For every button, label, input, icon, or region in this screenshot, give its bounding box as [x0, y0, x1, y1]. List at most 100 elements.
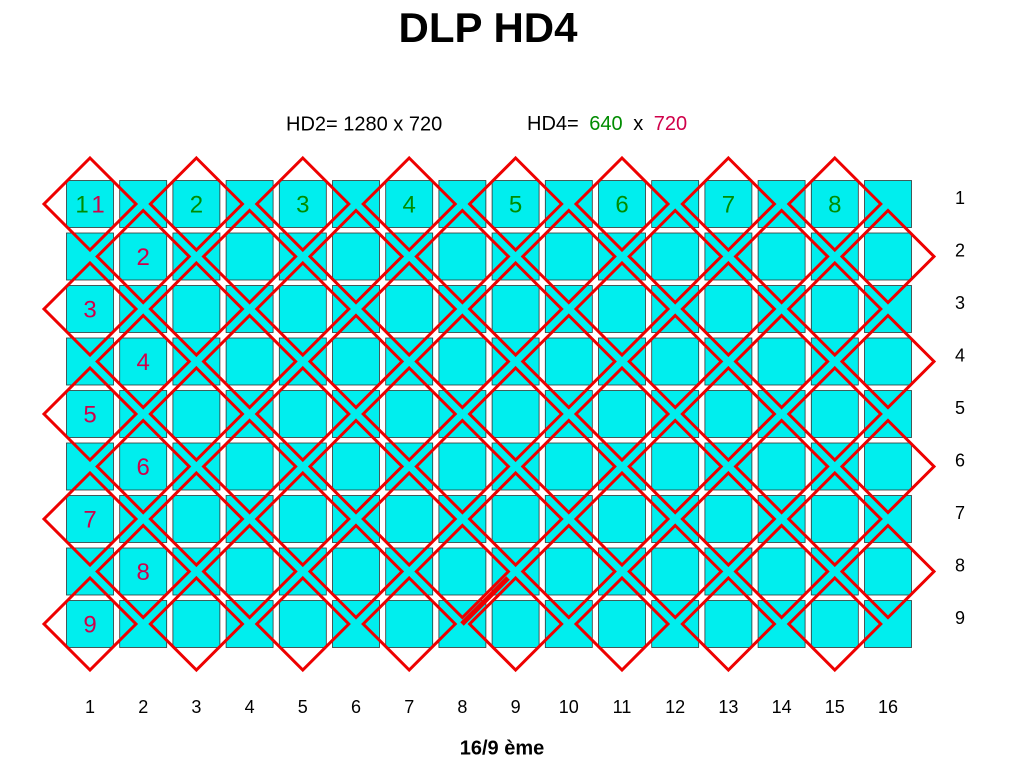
pixel [172, 285, 221, 333]
top-diamond-label: 8 [828, 191, 841, 218]
pixel [225, 442, 274, 491]
diamond [680, 260, 777, 358]
pixel [810, 180, 859, 228]
pixel [385, 442, 434, 491]
diamond [201, 523, 298, 620]
pixel [332, 442, 380, 491]
pixel [491, 390, 540, 438]
pixel [651, 180, 700, 228]
hd4-height: 720 [654, 113, 687, 135]
diamond [254, 260, 351, 358]
pixel [704, 390, 753, 438]
pixel [810, 285, 859, 333]
column-label: 11 [613, 697, 632, 717]
diamond [148, 365, 245, 463]
left-diamond-label: 8 [137, 559, 150, 586]
row-label: 6 [955, 450, 965, 470]
left-diamond-label: 1 [91, 191, 104, 218]
top-diamond-label: 5 [509, 191, 522, 218]
column-label: 2 [138, 697, 148, 717]
diamond [414, 208, 511, 305]
left-diamond-label: 9 [83, 611, 96, 638]
pixel [332, 547, 380, 596]
pixel [704, 442, 753, 491]
pixel [544, 285, 593, 333]
diamond [520, 523, 617, 620]
pixel [278, 442, 327, 491]
pixel [438, 337, 487, 386]
diamond [467, 470, 564, 568]
diamond [627, 523, 724, 620]
top-diamond-label: 7 [722, 191, 735, 218]
left-diamond-label: 7 [83, 506, 96, 533]
diamond [733, 313, 830, 410]
pixel [66, 232, 114, 281]
pixel [864, 390, 912, 438]
diamond [41, 575, 139, 673]
pixel [172, 600, 221, 648]
pixel [66, 547, 114, 596]
pixel [278, 232, 327, 281]
pixel [864, 495, 912, 543]
pixel [385, 337, 434, 386]
pixel [757, 547, 806, 596]
diamond [254, 365, 351, 463]
pixel [598, 232, 646, 281]
pixel [864, 337, 912, 386]
diamond [680, 575, 777, 673]
pixel [598, 442, 646, 491]
diamond [839, 418, 937, 515]
highlight-edge [460, 576, 510, 626]
diamond [41, 260, 139, 358]
diamond [786, 575, 883, 673]
pixel [225, 600, 274, 648]
left-diamond-label: 3 [83, 296, 96, 323]
pixel [385, 285, 434, 333]
pixel [864, 180, 912, 228]
pixel [438, 547, 487, 596]
pixel [66, 495, 114, 543]
diamond [361, 470, 458, 568]
diamond [307, 208, 405, 305]
pixel [651, 232, 700, 281]
diamond [573, 260, 671, 358]
pixel [598, 337, 646, 386]
pixel [810, 232, 859, 281]
pixel [491, 285, 540, 333]
pixel [438, 232, 487, 281]
row-label: 3 [955, 293, 965, 313]
pixel [704, 337, 753, 386]
pixel [544, 600, 593, 648]
pixel [598, 495, 646, 543]
pixel [119, 390, 168, 438]
pixel [864, 600, 912, 648]
pixel [385, 547, 434, 596]
pixel [172, 547, 221, 596]
pixel [278, 547, 327, 596]
diamond [148, 260, 245, 358]
diamond [839, 523, 937, 620]
column-label: 4 [245, 697, 255, 717]
pixel [544, 547, 593, 596]
column-label: 15 [825, 697, 845, 717]
pixel [810, 495, 859, 543]
diamond [414, 418, 511, 515]
pixel [385, 232, 434, 281]
diamond [307, 523, 405, 620]
column-label: 1 [85, 697, 95, 717]
column-label: 9 [511, 697, 521, 717]
pixel [438, 285, 487, 333]
pixel [704, 547, 753, 596]
column-label: 16 [878, 697, 898, 717]
diamond [839, 313, 937, 410]
left-diamond-label: 6 [137, 454, 150, 481]
pixel [119, 547, 168, 596]
diamond [201, 208, 298, 305]
diamond [467, 155, 564, 253]
diamond [680, 470, 777, 568]
pixel [651, 285, 700, 333]
pixel [119, 442, 168, 491]
column-label: 14 [772, 697, 792, 717]
